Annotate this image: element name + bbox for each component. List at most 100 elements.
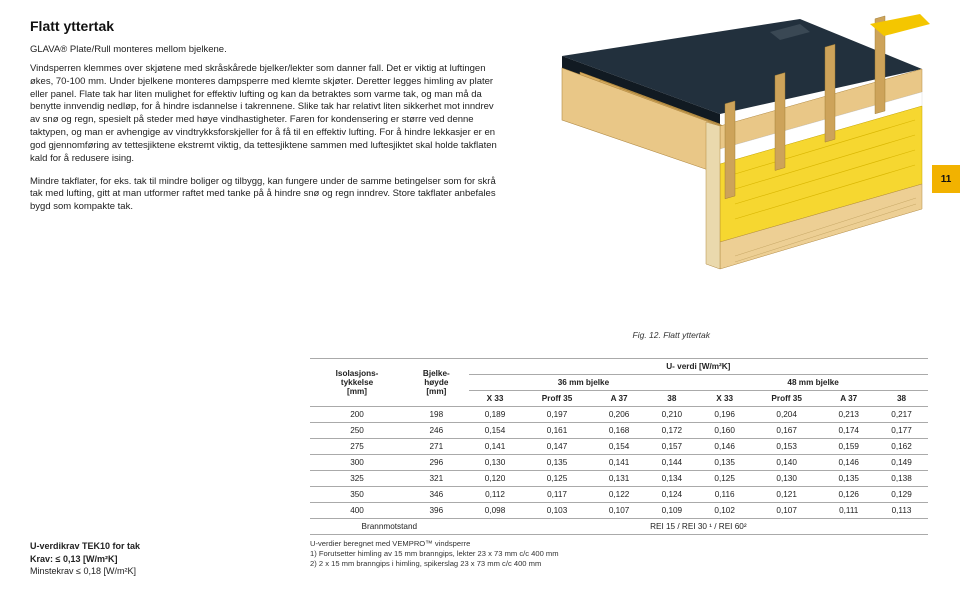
paragraph-1: Vindsperren klemmes over skjøtene med sk… xyxy=(30,63,500,166)
b48-header: 48 mm bjelke xyxy=(698,375,928,391)
table-cell: 0,116 xyxy=(698,487,751,503)
table-cell: 0,153 xyxy=(751,439,822,455)
table-cell: 0,196 xyxy=(698,407,751,423)
table-cell: 350 xyxy=(310,487,404,503)
page-root: Flatt yttertak GLAVA® Plate/Rull montere… xyxy=(0,0,960,224)
footnote: 2) 2 x 15 mm branngips i himling, spiker… xyxy=(310,559,928,569)
req-line: Minstekrav ≤ 0,18 [W/m²K] xyxy=(30,565,140,578)
table-cell: 346 xyxy=(404,487,469,503)
text: Isolasjons- xyxy=(336,369,379,378)
table-row: 3002960,1300,1350,1410,1440,1350,1400,14… xyxy=(310,455,928,471)
table-cell: 0,147 xyxy=(521,439,592,455)
table-cell: 0,159 xyxy=(822,439,875,455)
footnote: 1) Forutsetter himling av 15 mm branngip… xyxy=(310,549,928,559)
table-row: 2001980,1890,1970,2060,2100,1960,2040,21… xyxy=(310,407,928,423)
table-row: 2502460,1540,1610,1680,1720,1600,1670,17… xyxy=(310,423,928,439)
table-cell: 0,107 xyxy=(751,503,822,519)
u-value-table: Isolasjons- tykkelse [mm] Bjelke- høyde … xyxy=(310,358,928,569)
sub-col: X 33 xyxy=(469,391,522,407)
table-cell: 0,217 xyxy=(875,407,928,423)
table-cell: 0,124 xyxy=(645,487,698,503)
table-cell: 0,144 xyxy=(645,455,698,471)
table-cell: 0,167 xyxy=(751,423,822,439)
text: tykkelse xyxy=(341,378,373,387)
col-iso: Isolasjons- tykkelse [mm] xyxy=(310,359,404,407)
table-cell: 0,141 xyxy=(469,439,522,455)
table-cell: 0,120 xyxy=(469,471,522,487)
table-cell: 0,174 xyxy=(822,423,875,439)
table-cell: 0,149 xyxy=(875,455,928,471)
table-cell: 0,213 xyxy=(822,407,875,423)
table-cell: 0,130 xyxy=(469,455,522,471)
table-cell: 0,157 xyxy=(645,439,698,455)
table-cell: 0,117 xyxy=(521,487,592,503)
table-cell: 271 xyxy=(404,439,469,455)
table-cell: 0,098 xyxy=(469,503,522,519)
table-cell: 0,162 xyxy=(875,439,928,455)
table-row-brann: BrannmotstandREI 15 / REI 30 ¹ / REI 60² xyxy=(310,519,928,535)
table-cell: 0,111 xyxy=(822,503,875,519)
text: [mm] xyxy=(347,387,367,396)
table-cell: 0,129 xyxy=(875,487,928,503)
req-line: Krav: ≤ 0,13 [W/m²K] xyxy=(30,553,140,566)
table-cell: 0,122 xyxy=(593,487,646,503)
table-cell: 296 xyxy=(404,455,469,471)
table-cell: 400 xyxy=(310,503,404,519)
table-cell: 300 xyxy=(310,455,404,471)
table-cell: 0,160 xyxy=(698,423,751,439)
table-cell: 0,138 xyxy=(875,471,928,487)
table-cell: 0,210 xyxy=(645,407,698,423)
table-cell: 0,113 xyxy=(875,503,928,519)
sub-col: 38 xyxy=(645,391,698,407)
table-cell: 0,121 xyxy=(751,487,822,503)
sub-col: X 33 xyxy=(698,391,751,407)
brann-value: REI 15 / REI 30 ¹ / REI 60² xyxy=(469,519,928,535)
text: høyde xyxy=(424,378,448,387)
table-cell: 0,125 xyxy=(521,471,592,487)
table-cell: 0,204 xyxy=(751,407,822,423)
footnote: U-verdier beregnet med VEMPRO™ vindsperr… xyxy=(310,539,928,549)
table-cell: 246 xyxy=(404,423,469,439)
table-cell: 0,140 xyxy=(751,455,822,471)
table-row: 2752710,1410,1470,1540,1570,1460,1530,15… xyxy=(310,439,928,455)
table-cell: 321 xyxy=(404,471,469,487)
table-cell: 0,135 xyxy=(698,455,751,471)
table-cell: 0,177 xyxy=(875,423,928,439)
sub-col: A 37 xyxy=(593,391,646,407)
sub-col: A 37 xyxy=(822,391,875,407)
col-height: Bjelke- høyde [mm] xyxy=(404,359,469,407)
table-cell: 198 xyxy=(404,407,469,423)
table-row: 4003960,0980,1030,1070,1090,1020,1070,11… xyxy=(310,503,928,519)
table-cell: 396 xyxy=(404,503,469,519)
table-footnotes: U-verdier beregnet med VEMPRO™ vindsperr… xyxy=(310,539,928,569)
sub-col: 38 xyxy=(875,391,928,407)
table-cell: 0,130 xyxy=(751,471,822,487)
table-cell: 0,125 xyxy=(698,471,751,487)
table-cell: 0,189 xyxy=(469,407,522,423)
table-cell: 0,126 xyxy=(822,487,875,503)
paragraph-2: Mindre takflater, for eks. tak til mindr… xyxy=(30,176,500,214)
table-cell: 0,161 xyxy=(521,423,592,439)
text: Bjelke- xyxy=(423,369,450,378)
table-cell: 0,141 xyxy=(593,455,646,471)
table: Isolasjons- tykkelse [mm] Bjelke- høyde … xyxy=(310,358,928,535)
table-cell: 325 xyxy=(310,471,404,487)
text: [mm] xyxy=(426,387,446,396)
table-cell: 0,135 xyxy=(822,471,875,487)
roof-illustration xyxy=(550,14,930,304)
table-cell: 0,131 xyxy=(593,471,646,487)
table-cell: 0,112 xyxy=(469,487,522,503)
u-header: U- verdi [W/m²K] xyxy=(469,359,928,375)
table-cell: 0,103 xyxy=(521,503,592,519)
table-cell: 0,109 xyxy=(645,503,698,519)
page-number-badge: 11 xyxy=(932,165,960,193)
table-cell: 0,107 xyxy=(593,503,646,519)
sub-col: Proff 35 xyxy=(751,391,822,407)
table-cell: 0,102 xyxy=(698,503,751,519)
table-cell: 200 xyxy=(310,407,404,423)
table-cell: 0,154 xyxy=(469,423,522,439)
brann-label: Brannmotstand xyxy=(310,519,469,535)
table-cell: 0,146 xyxy=(698,439,751,455)
table-row: 3253210,1200,1250,1310,1340,1250,1300,13… xyxy=(310,471,928,487)
b36-header: 36 mm bjelke xyxy=(469,375,699,391)
